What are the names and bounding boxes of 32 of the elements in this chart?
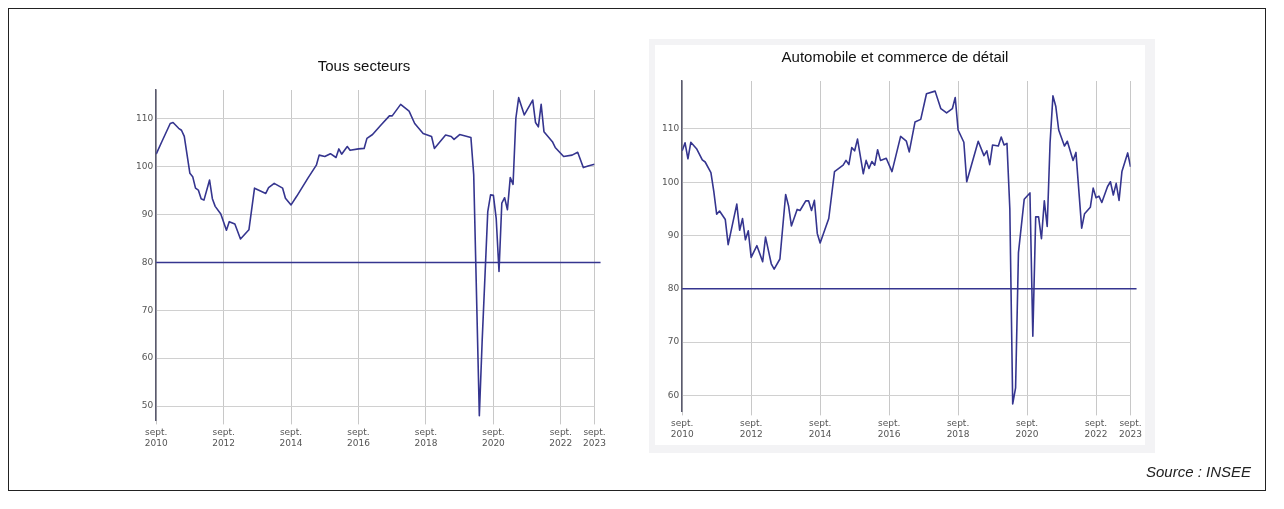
x-tick-label: sept. 2020: [1015, 418, 1039, 439]
x-tick-label: sept. 2023: [1119, 418, 1142, 439]
y-tick-label: 60: [667, 389, 680, 400]
y-tick-label: 80: [141, 256, 154, 267]
y-tick-label: 50: [141, 400, 154, 411]
chart-title: Tous secteurs: [317, 57, 411, 75]
y-tick-label: 90: [667, 229, 680, 240]
x-tick-label: sept. 2018: [414, 427, 438, 448]
x-tick-label: sept. 2018: [946, 418, 970, 439]
source-note: Source : INSEE: [1145, 463, 1251, 480]
x-tick-label: sept. 2022: [1084, 418, 1108, 439]
x-tick-label: sept. 2020: [481, 427, 506, 448]
y-tick-label: 100: [661, 176, 680, 187]
y-tick-label: 110: [135, 113, 154, 124]
x-tick-label: sept. 2010: [670, 418, 694, 439]
y-tick-label: 110: [661, 123, 680, 134]
y-tick-label: 80: [667, 283, 680, 294]
y-tick-label: 100: [135, 160, 154, 171]
x-tick-label: sept. 2016: [877, 418, 901, 439]
y-tick-label: 90: [141, 208, 154, 219]
x-tick-label: sept. 2012: [212, 427, 236, 448]
x-tick-label: sept. 2010: [144, 427, 168, 448]
x-tick-label: sept. 2014: [808, 418, 832, 439]
x-tick-label: sept. 2012: [739, 418, 763, 439]
y-tick-label: 70: [141, 304, 154, 315]
chart-title: Automobile et commerce de détail: [781, 48, 1009, 66]
x-tick-label: sept. 2016: [347, 427, 371, 448]
x-tick-label: sept. 2022: [549, 427, 573, 448]
y-tick-label: 70: [667, 336, 680, 347]
x-tick-label: sept. 2023: [583, 427, 606, 448]
y-tick-label: 60: [141, 352, 154, 363]
x-tick-label: sept. 2014: [279, 427, 303, 448]
